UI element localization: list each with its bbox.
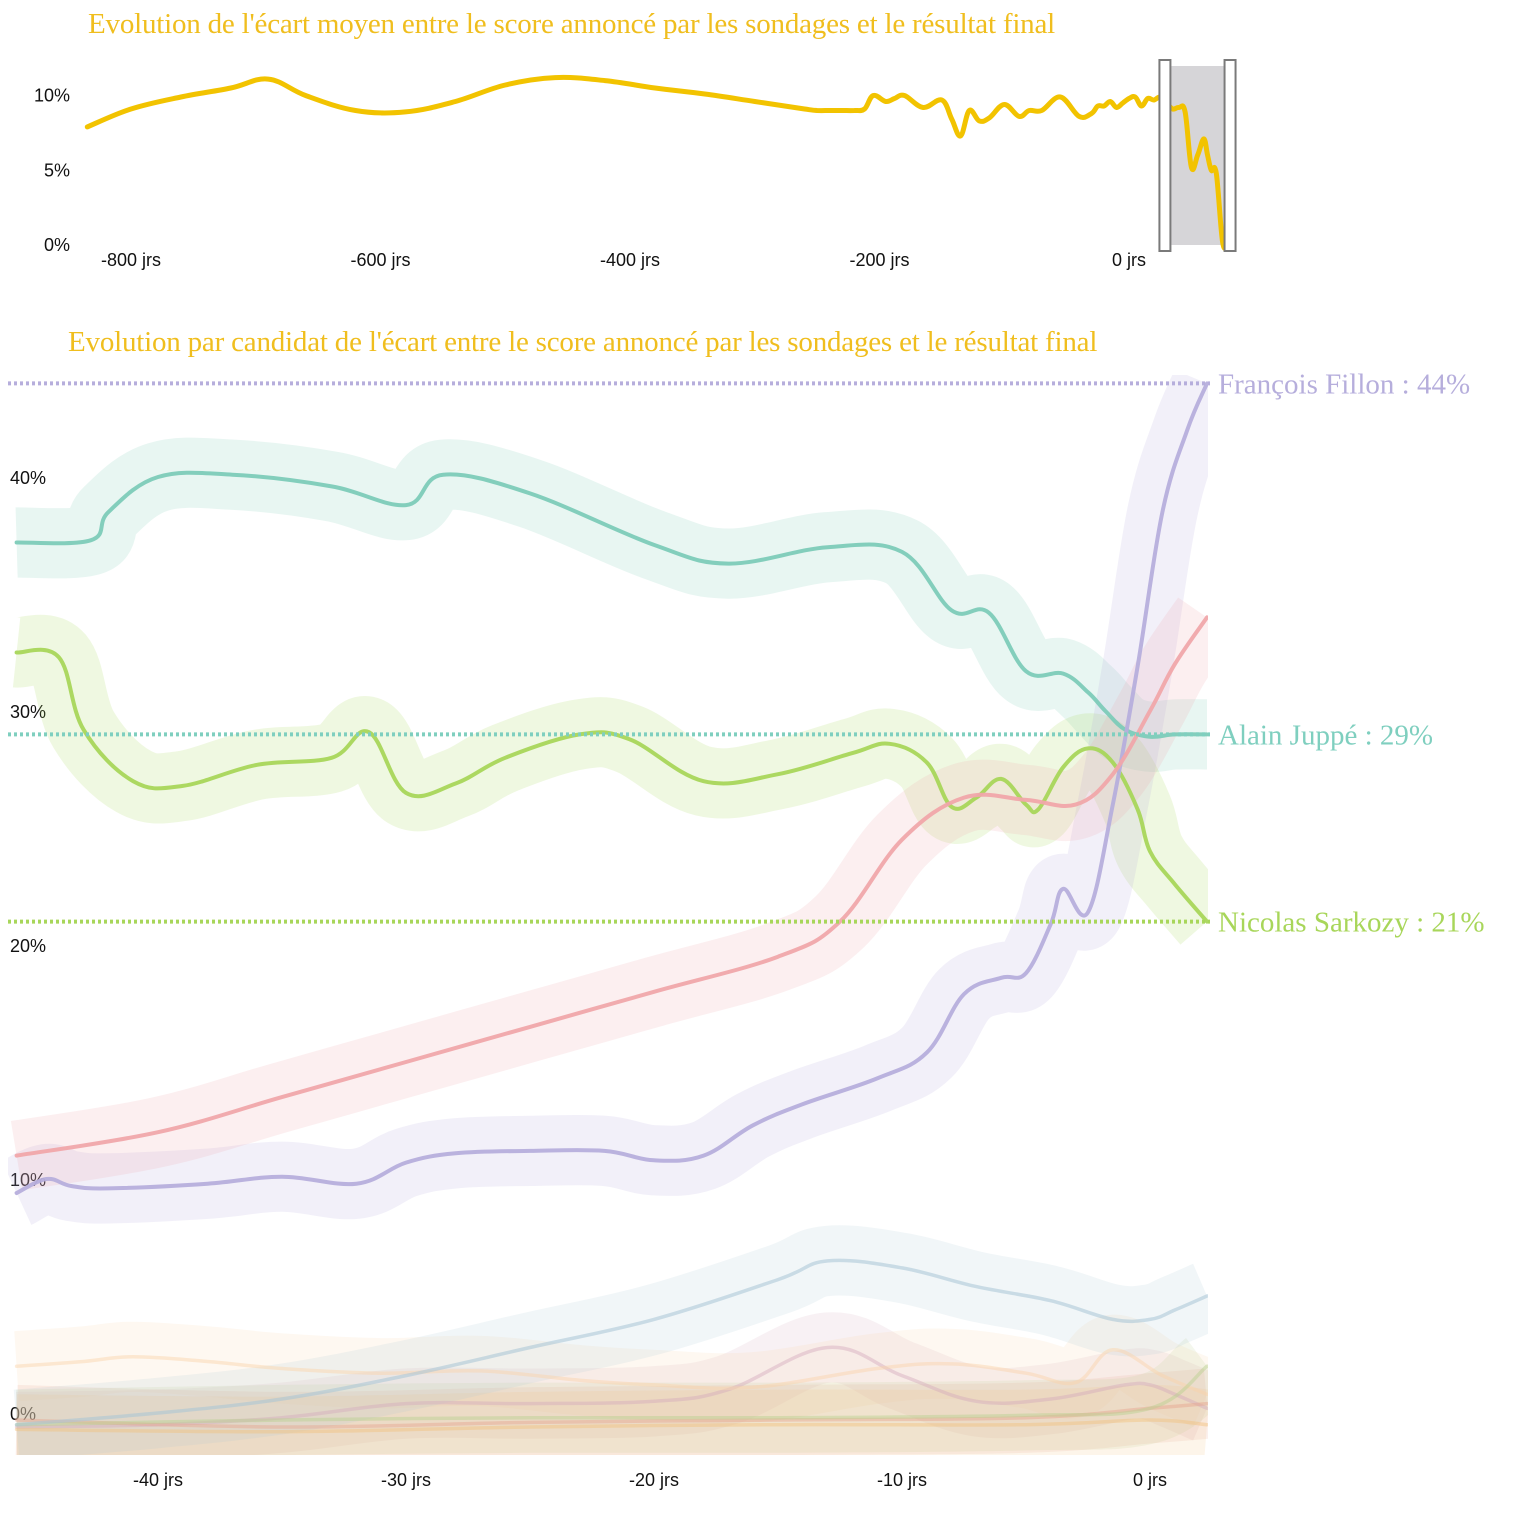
series-line-alain-juppe[interactable] bbox=[14, 470, 1208, 739]
confidence-band-nadine-morano bbox=[16, 1384, 1208, 1455]
overview-y-tick-label: 10% bbox=[34, 86, 70, 106]
overview-chart-title: Evolution de l'écart moyen entre le scor… bbox=[88, 8, 1056, 40]
result-label-alain-juppe: Alain Juppé : 29% bbox=[1218, 719, 1433, 751]
series-line-jean-francois-cope[interactable] bbox=[14, 1345, 1208, 1429]
detail-x-tick-label: 0 jrs bbox=[1133, 1470, 1167, 1490]
series-line-herve-mariton[interactable] bbox=[14, 1401, 1208, 1429]
series-line-nathalie-kosciusko-morizet[interactable] bbox=[14, 1258, 1208, 1427]
detail-x-axis: -40 jrs -30 jrs -20 jrs -10 jrs 0 jrs bbox=[133, 1470, 1167, 1490]
confidence-band-alain-juppe bbox=[15, 437, 1208, 772]
detail-x-tick-label: -10 jrs bbox=[877, 1470, 927, 1490]
overview-y-axis: 0% 5% 10% bbox=[34, 86, 70, 256]
brush-handle-left[interactable] bbox=[1158, 59, 1172, 252]
result-label-nicolas-sarkozy: Nicolas Sarkozy : 21% bbox=[1218, 907, 1485, 939]
overview-x-tick-label: -600 jrs bbox=[350, 250, 410, 270]
confidence-band-herve-mariton bbox=[15, 1368, 1208, 1455]
detail-y-tick-label: 0% bbox=[10, 1404, 36, 1424]
overview-x-tick-label: -400 jrs bbox=[600, 250, 660, 270]
overview-x-axis: -800 jrs -600 jrs -400 jrs -200 jrs 0 jrs bbox=[101, 250, 1146, 270]
series-line-nicolas-sarkozy[interactable] bbox=[14, 647, 1208, 924]
overview-series-line bbox=[84, 74, 1231, 251]
detail-y-tick-label: 30% bbox=[10, 702, 46, 722]
confidence-band-jean-francois-cope bbox=[16, 1312, 1208, 1455]
overview-y-tick-label: 5% bbox=[44, 160, 70, 180]
detail-chart-title: Evolution par candidat de l'écart entre … bbox=[68, 326, 1098, 358]
brush-handle-right[interactable] bbox=[1223, 59, 1237, 252]
confidence-band-autre bbox=[16, 1338, 1208, 1455]
detail-y-axis: 0% 10% 20% 30% 40% bbox=[10, 468, 46, 1424]
overview-plot-area bbox=[84, 74, 1231, 251]
detail-x-tick-label: -40 jrs bbox=[133, 1470, 183, 1490]
overview-y-tick-label: 0% bbox=[44, 235, 70, 255]
series-line-nadine-morano[interactable] bbox=[14, 1418, 1208, 1434]
detail-y-tick-label: 20% bbox=[10, 936, 46, 956]
overview-x-tick-label: 0 jrs bbox=[1112, 250, 1146, 270]
result-label-francois-fillon: François Fillon : 44% bbox=[1218, 368, 1470, 400]
candidate-lines bbox=[14, 381, 1208, 1434]
series-line-jean-frederic-poisson[interactable] bbox=[14, 1348, 1208, 1397]
confidence-bands bbox=[8, 375, 1208, 1455]
detail-x-tick-label: -30 jrs bbox=[381, 1470, 431, 1490]
detail-y-tick-label: 40% bbox=[10, 468, 46, 488]
overview-chart: 0% 5% 10% -800 jrs -600 jrs -400 jrs -200 jrs… bbox=[34, 59, 1237, 270]
detail-x-tick-label: -20 jrs bbox=[629, 1470, 679, 1490]
series-line-francois-fillon[interactable] bbox=[14, 381, 1208, 1195]
detail-y-tick-label: 10% bbox=[10, 1170, 46, 1190]
result-reference-lines: François Fillon : 44% Alain Juppé : 29% Ni… bbox=[8, 368, 1485, 939]
overview-x-tick-label: -200 jrs bbox=[849, 250, 909, 270]
confidence-band-jean-frederic-poisson bbox=[14, 1314, 1208, 1427]
series-line-bruno-le-maire[interactable] bbox=[14, 615, 1208, 1158]
series-line-autre[interactable] bbox=[14, 1364, 1208, 1427]
overview-x-tick-label: -800 jrs bbox=[101, 250, 161, 270]
